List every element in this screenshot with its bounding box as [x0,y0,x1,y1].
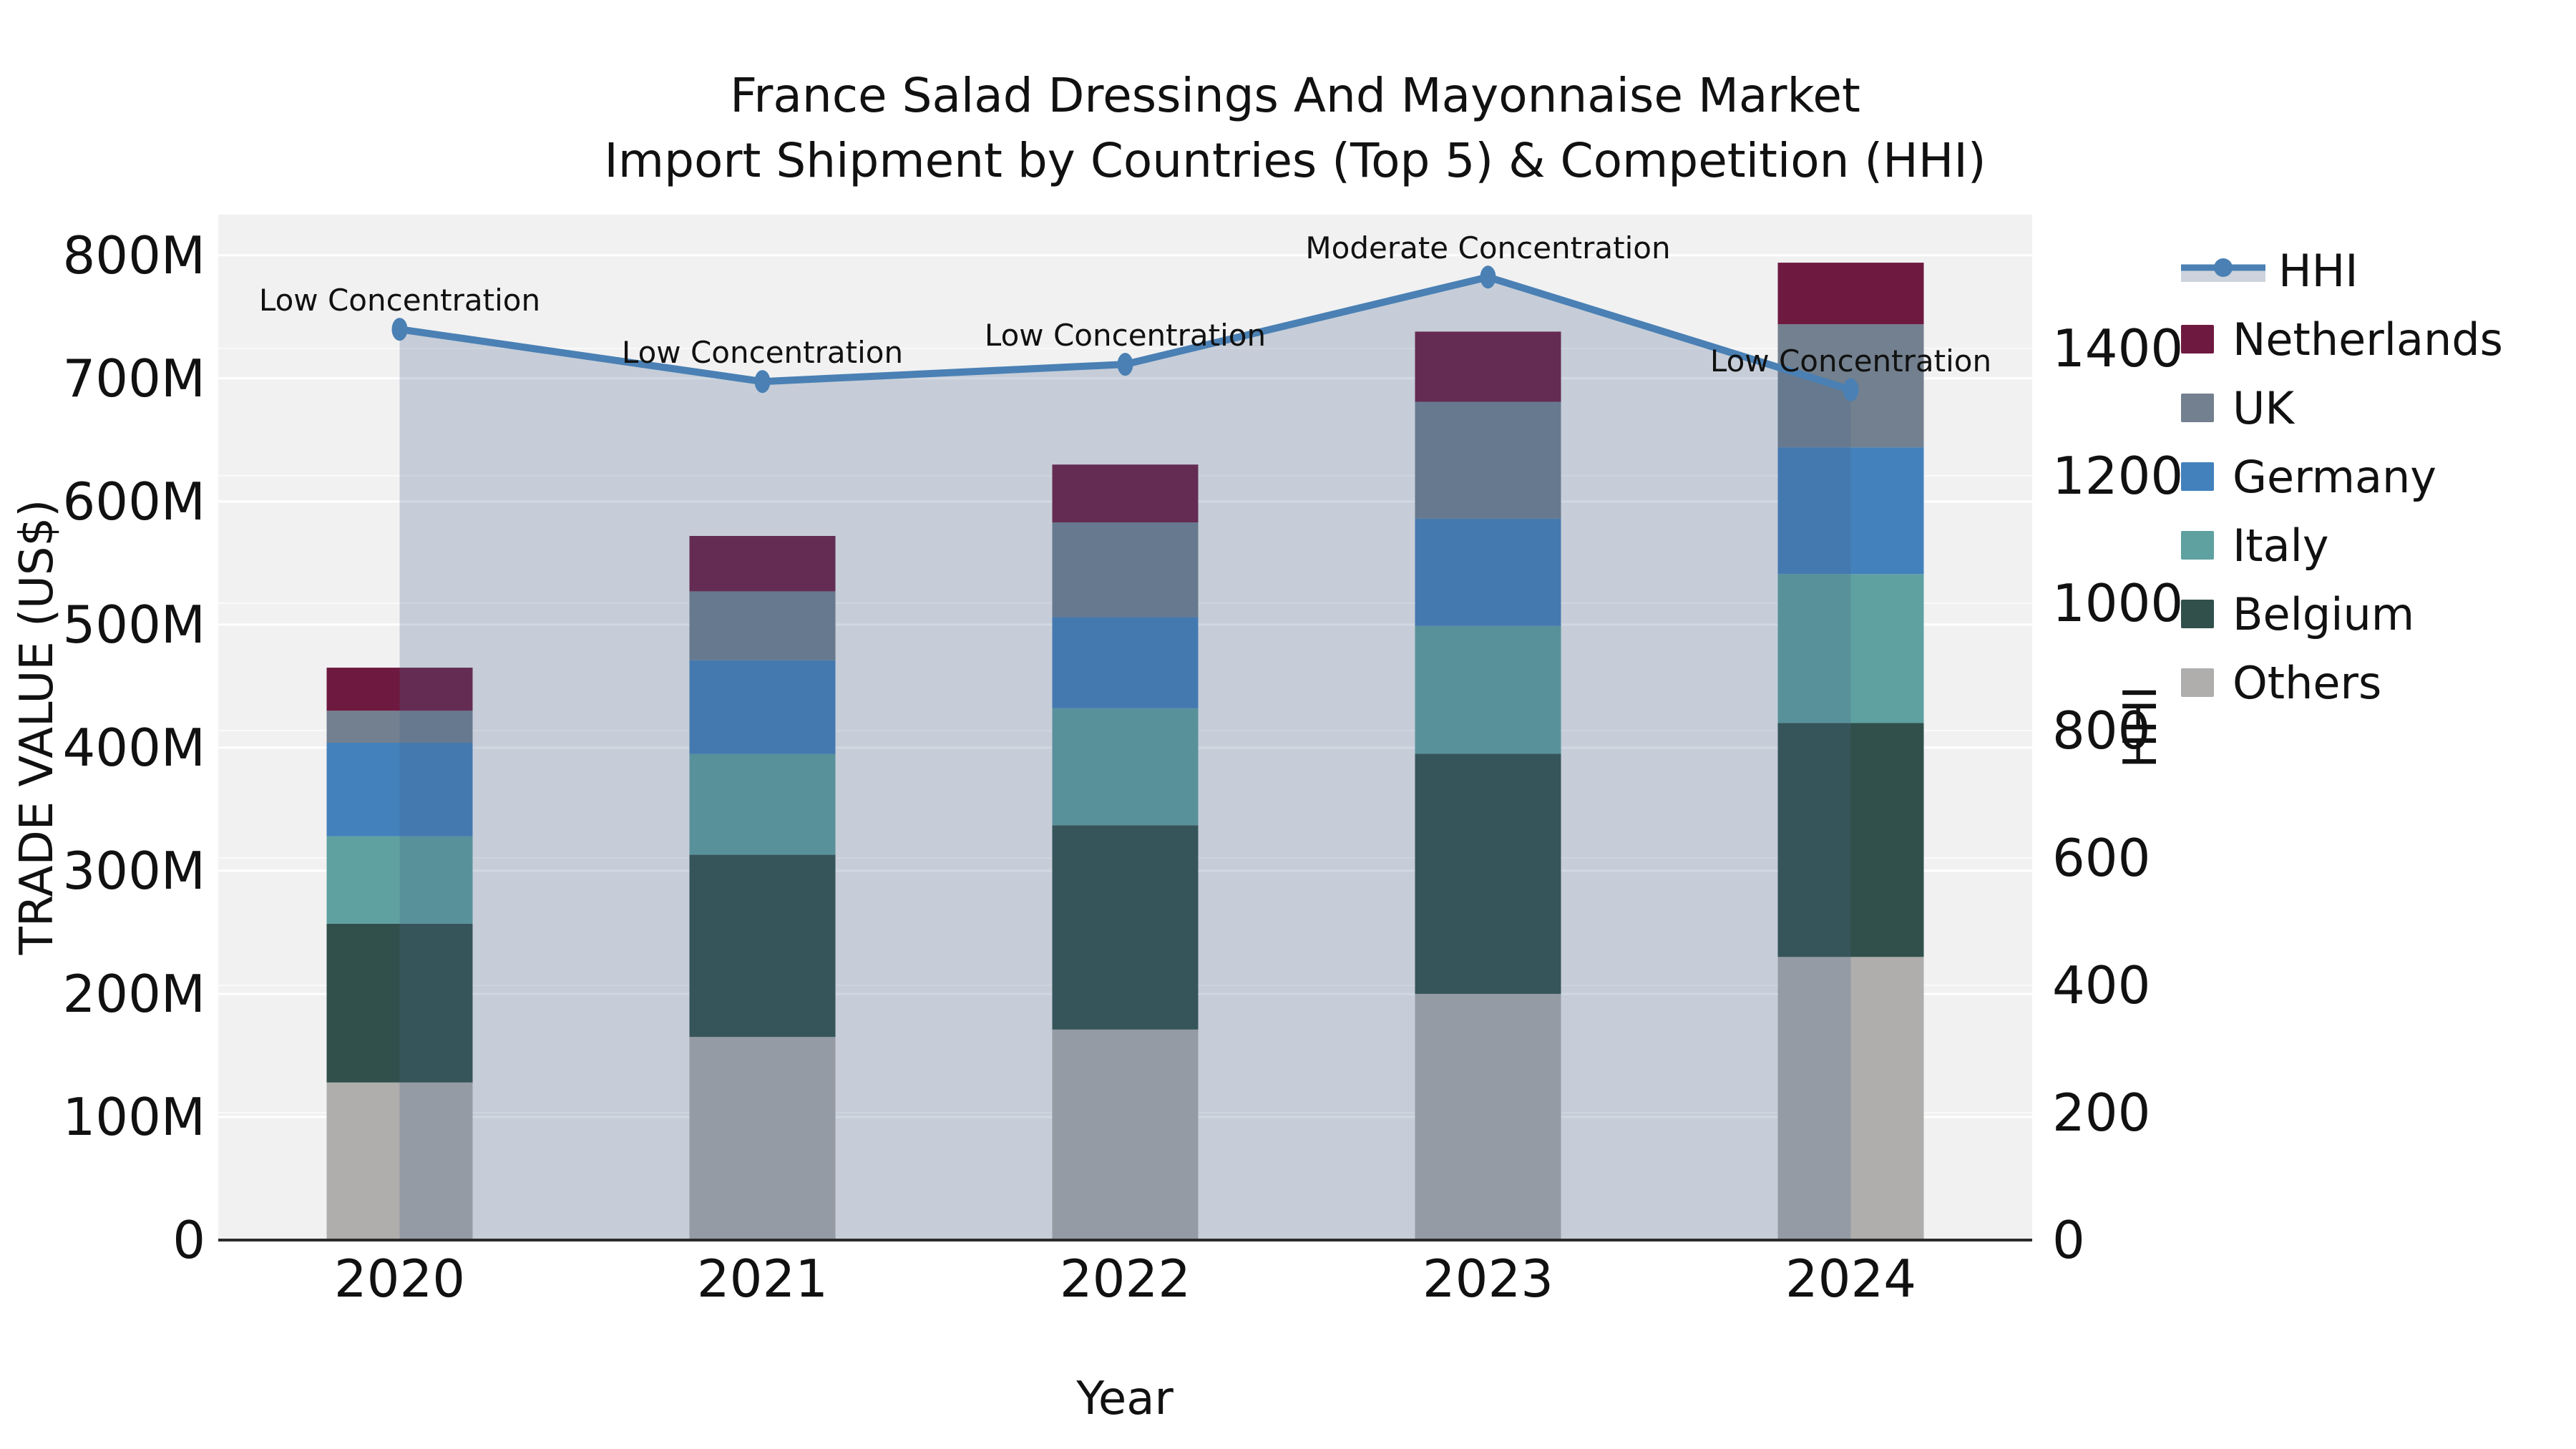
germany-swatch-icon [2181,462,2214,491]
hhi-marker-2020[interactable] [391,318,408,341]
y-left-tick-0: 0 [172,1210,205,1270]
legend-label-germany: Germany [2233,450,2436,503]
annotation-2021: Low Concentration [622,335,903,370]
hhi-line-legend-icon [2181,255,2265,286]
bar-segment-2023-italy[interactable] [1415,625,1561,754]
bar-segment-2021-uk[interactable] [689,591,836,660]
bar-segment-2020-germany[interactable] [326,743,473,836]
bar-segment-2023-others[interactable] [1415,993,1561,1240]
legend: HHI Netherlands UK Germany Italy Belgium Other… [2181,236,2503,717]
bar-segment-2020-others[interactable] [326,1082,473,1240]
x-tick-2021: 2021 [697,1249,828,1309]
hhi-marker-2021[interactable] [754,370,771,394]
chart-title: France Salad Dressings And Mayonnaise Ma… [604,63,1986,193]
chart-title-line2: Import Shipment by Countries (Top 5) & C… [604,133,1986,189]
legend-item-netherlands[interactable]: Netherlands [2181,305,2503,374]
bar-segment-2022-germany[interactable] [1052,617,1199,708]
bar-segment-2021-others[interactable] [689,1037,836,1240]
others-swatch-icon [2181,668,2214,697]
legend-label-netherlands: Netherlands [2233,313,2503,366]
y-right-tick-200: 200 [2052,1083,2150,1143]
bar-segment-2024-netherlands[interactable] [1777,263,1924,325]
netherlands-swatch-icon [2181,325,2214,353]
annotation-2024: Low Concentration [1710,343,1991,379]
legend-item-others[interactable]: Others [2181,648,2503,717]
x-tick-2023: 2023 [1423,1249,1553,1309]
y-right-tick-0: 0 [2052,1210,2085,1270]
hhi-marker-2023[interactable] [1480,265,1496,289]
bar-segment-2024-belgium[interactable] [1777,723,1924,957]
italy-swatch-icon [2181,531,2214,560]
y-left-tick-700M: 700M [62,348,205,409]
hhi-marker-2024[interactable] [1843,378,1859,401]
y-left-tick-200M: 200M [62,964,205,1024]
legend-item-germany[interactable]: Germany [2181,442,2503,511]
bar-segment-2022-netherlands[interactable] [1052,464,1199,523]
uk-swatch-icon [2181,394,2214,422]
annotation-2020: Low Concentration [259,283,540,318]
y-right-tick-1000: 1000 [2052,573,2183,633]
belgium-swatch-icon [2181,600,2214,628]
bar-segment-2022-others[interactable] [1052,1029,1199,1240]
bar-segment-2023-uk[interactable] [1415,401,1561,519]
y-right-axis-title: HHI [2114,686,2167,769]
bar-segment-2020-italy[interactable] [326,836,473,924]
annotation-2023: Moderate Concentration [1305,230,1670,265]
x-tick-2024: 2024 [1785,1249,1916,1309]
y-left-tick-600M: 600M [62,472,205,532]
y-right-tick-800: 800 [2052,701,2150,761]
legend-item-belgium[interactable]: Belgium [2181,580,2503,648]
legend-label-hhi: HHI [2278,244,2358,297]
bar-segment-2022-italy[interactable] [1052,708,1199,826]
bar-segment-2020-netherlands[interactable] [326,668,473,711]
y-left-tick-800M: 800M [62,225,205,286]
bar-segment-2023-germany[interactable] [1415,518,1561,626]
bar-segment-2020-uk[interactable] [326,711,473,743]
bar-segment-2022-belgium[interactable] [1052,825,1199,1030]
bar-segment-2024-germany[interactable] [1777,447,1924,575]
y-left-tick-400M: 400M [62,718,205,778]
y-right-tick-400: 400 [2052,955,2150,1015]
x-tick-2022: 2022 [1060,1249,1191,1309]
hhi-marker-2022[interactable] [1117,353,1133,376]
legend-label-uk: UK [2233,381,2295,434]
y-right-tick-600: 600 [2052,828,2150,888]
chart-title-line1: France Salad Dressings And Mayonnaise Ma… [730,68,1860,123]
y-left-axis-title: TRADE VALUE (US$) [11,499,64,955]
bar-segment-2020-belgium[interactable] [326,923,473,1083]
bar-segment-2021-germany[interactable] [689,660,836,754]
y-left-tick-100M: 100M [62,1087,205,1147]
y-left-tick-500M: 500M [62,595,205,655]
bar-segment-2024-italy[interactable] [1777,574,1924,723]
legend-item-hhi[interactable]: HHI [2181,236,2503,305]
y-right-tick-1400: 1400 [2052,318,2183,379]
legend-item-italy[interactable]: Italy [2181,511,2503,580]
annotation-2022: Low Concentration [985,318,1266,353]
bar-segment-2024-others[interactable] [1777,957,1924,1240]
bar-segment-2021-belgium[interactable] [689,854,836,1038]
x-tick-2020: 2020 [334,1249,465,1309]
legend-label-others: Others [2233,656,2382,709]
x-axis-title: Year [1076,1372,1174,1425]
bar-segment-2021-netherlands[interactable] [689,535,836,592]
y-right-tick-1200: 1200 [2052,446,2183,506]
hhi-area-fill [399,277,1851,1240]
y-left-tick-300M: 300M [62,841,205,901]
bar-segment-2022-uk[interactable] [1052,522,1199,618]
bar-segment-2021-italy[interactable] [689,753,836,855]
legend-item-uk[interactable]: UK [2181,374,2503,442]
legend-label-belgium: Belgium [2233,587,2415,640]
bar-segment-2023-belgium[interactable] [1415,753,1561,994]
bar-segment-2023-netherlands[interactable] [1415,331,1561,402]
legend-label-italy: Italy [2233,519,2329,572]
